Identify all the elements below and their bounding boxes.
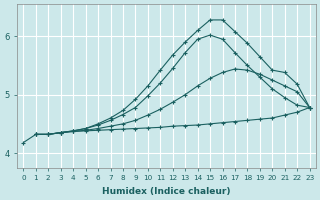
X-axis label: Humidex (Indice chaleur): Humidex (Indice chaleur) (102, 187, 231, 196)
